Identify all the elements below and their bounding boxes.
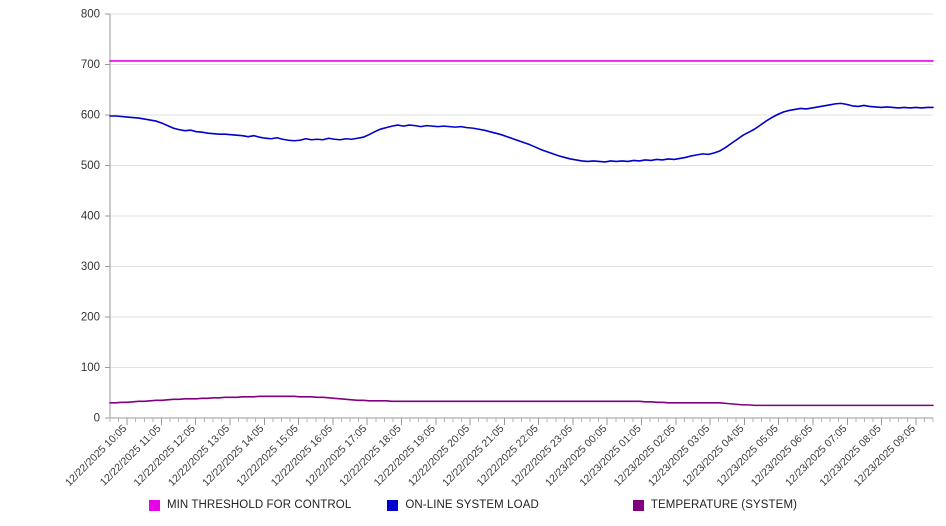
y-axis-tick-label: 100	[81, 362, 100, 374]
x-axis	[109, 417, 934, 425]
x-axis-tick-label: 12/23/2025 04:05	[680, 423, 746, 489]
legend-label-min-threshold-for-control: MIN THRESHOLD FOR CONTROL	[166, 499, 352, 511]
x-axis-tick-label: 12/23/2025 06:05	[749, 423, 815, 489]
y-axis-tick-label: 200	[81, 312, 100, 324]
legend-label-temperature-system: TEMPERATURE (SYSTEM)	[650, 499, 798, 511]
square-swatch-magenta-icon	[148, 499, 160, 511]
y-axis-tick-label: 300	[81, 261, 100, 273]
y-axis-tick-label: 600	[81, 110, 100, 122]
x-axis-tick-label: 12/23/2025 02:05	[612, 423, 678, 489]
x-axis-tick-label: 12/22/2025 17:05	[303, 423, 369, 489]
square-swatch-blue-icon	[387, 499, 399, 511]
x-axis-tick-label: 12/23/2025 01:05	[577, 423, 643, 489]
x-axis-tick-label: 12/22/2025 23:05	[509, 423, 575, 489]
x-axis-tick-label: 12/22/2025 16:05	[269, 423, 335, 489]
legend-item-on-line-system-load[interactable]: ON-LINE SYSTEM LOAD	[387, 499, 539, 511]
square-swatch-purple-icon	[632, 499, 644, 511]
series-line-on-line-system-load	[109, 102, 934, 163]
x-axis-tick-label: 12/22/2025 12:05	[132, 423, 198, 489]
x-axis-tick-label: 12/22/2025 15:05	[234, 423, 300, 489]
series-line-temperature-system	[109, 395, 934, 407]
x-axis-tick-label: 12/22/2025 22:05	[474, 423, 540, 489]
x-axis-tick-label: 12/23/2025 09:05	[852, 423, 918, 489]
x-axis-tick-label: 12/23/2025 00:05	[543, 423, 609, 489]
legend-label-on-line-system-load: ON-LINE SYSTEM LOAD	[405, 499, 539, 511]
x-axis-tick-label: 12/22/2025 19:05	[372, 423, 438, 489]
y-axis-tick-label: 800	[81, 9, 100, 21]
line-chart-plot: 0 100 200 300 400 500 600 700 800 12/22/2025 10:…	[63, 9, 934, 489]
x-axis-tick-label: 12/23/2025 07:05	[783, 423, 849, 489]
y-axis-tick-label: 400	[81, 211, 100, 223]
x-axis-tick-label: 12/23/2025 08:05	[817, 423, 883, 489]
chart-legend: MIN THRESHOLD FOR CONTROL ON-LINE SYSTEM…	[0, 494, 946, 516]
legend-item-min-threshold-for-control[interactable]: MIN THRESHOLD FOR CONTROL	[148, 499, 352, 511]
x-axis-tick-label: 12/23/2025 03:05	[646, 423, 712, 489]
gridlines	[110, 13, 933, 368]
x-axis-tick-label: 12/22/2025 20:05	[406, 423, 472, 489]
legend-item-temperature-system[interactable]: TEMPERATURE (SYSTEM)	[632, 499, 798, 511]
x-axis-tick-label: 12/23/2025 05:05	[715, 423, 781, 489]
x-axis-tick-label: 12/22/2025 10:05	[63, 423, 129, 489]
y-axis: 0 100 200 300 400 500 600 700 800	[81, 9, 111, 425]
x-axis-tick-label: 12/22/2025 11:05	[98, 423, 164, 489]
y-axis-tick-label: 700	[81, 59, 100, 71]
x-axis-tick-label: 12/22/2025 18:05	[337, 423, 403, 489]
x-axis-tick-label: 12/22/2025 14:05	[200, 423, 266, 489]
y-axis-tick-label: 0	[94, 413, 100, 425]
x-axis-tick-label: 12/22/2025 13:05	[166, 423, 232, 489]
x-axis-tick-label: 12/22/2025 21:05	[440, 423, 506, 489]
y-axis-tick-label: 500	[81, 160, 100, 172]
data-series	[109, 60, 934, 407]
